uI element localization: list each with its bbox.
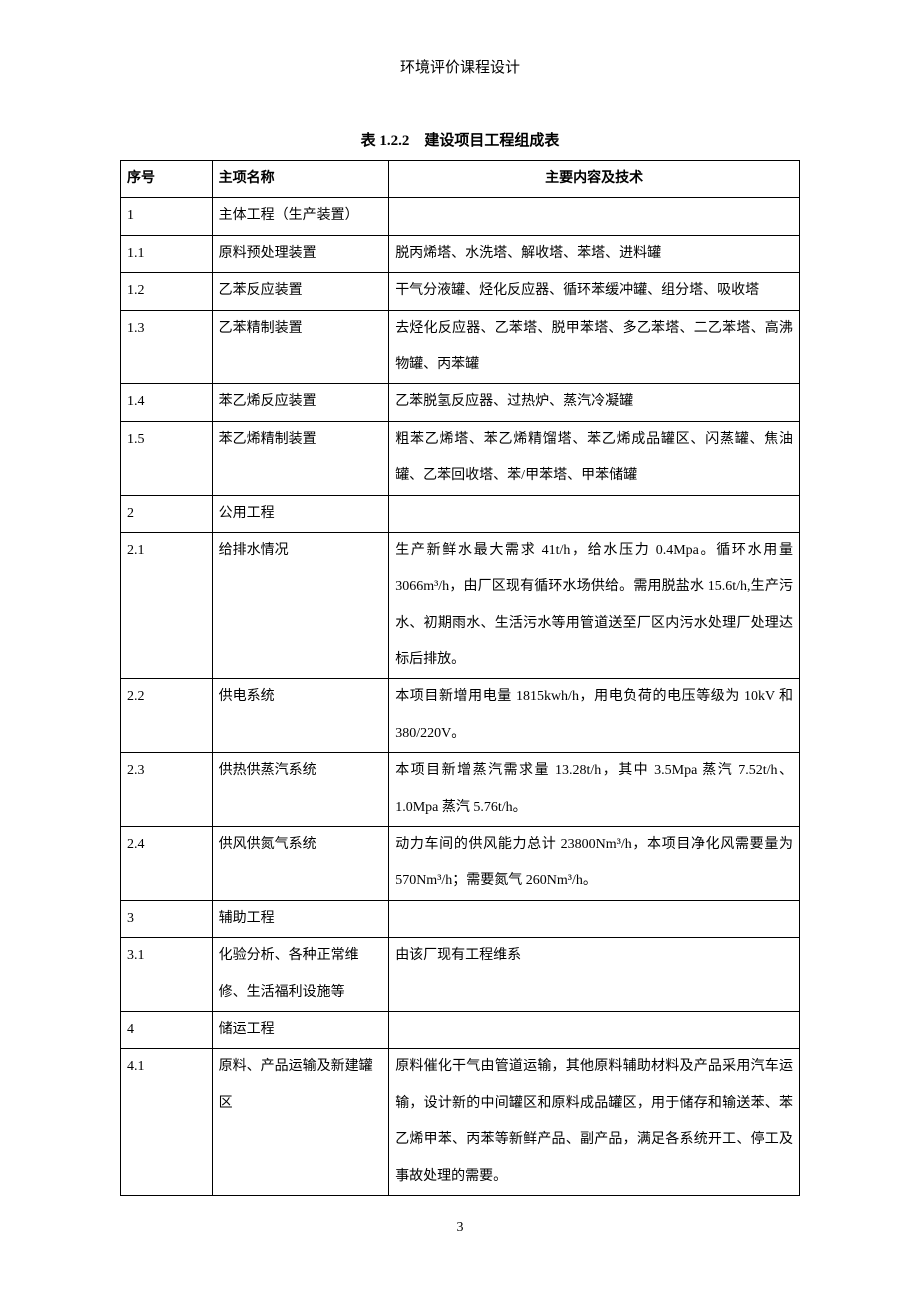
table-row: 3.1 化验分析、各种正常维修、生活福利设施等 由该厂现有工程维系	[121, 938, 800, 1012]
table-row: 2.1 给排水情况 生产新鲜水最大需求 41t/h，给水压力 0.4Mpa。循环…	[121, 532, 800, 679]
cell-content: 乙苯脱氢反应器、过热炉、蒸汽冷凝罐	[389, 384, 800, 421]
table-row: 4.1 原料、产品运输及新建罐区 原料催化干气由管道运输，其他原料辅助材料及产品…	[121, 1049, 800, 1196]
page-number: 3	[457, 1220, 464, 1235]
cell-seq: 1.4	[121, 384, 213, 421]
cell-seq: 1.3	[121, 310, 213, 384]
cell-name: 乙苯精制装置	[212, 310, 389, 384]
cell-seq: 2.1	[121, 532, 213, 679]
table-header-row: 序号 主项名称 主要内容及技术	[121, 161, 800, 198]
cell-content: 干气分液罐、烃化反应器、循环苯缓冲罐、组分塔、吸收塔	[389, 273, 800, 310]
cell-content	[389, 198, 800, 235]
table-row: 1 主体工程（生产装置）	[121, 198, 800, 235]
cell-name: 辅助工程	[212, 900, 389, 937]
cell-name: 储运工程	[212, 1011, 389, 1048]
table-row: 1.2 乙苯反应装置 干气分液罐、烃化反应器、循环苯缓冲罐、组分塔、吸收塔	[121, 273, 800, 310]
table-row: 2.4 供风供氮气系统 动力车间的供风能力总计 23800Nm³/h，本项目净化…	[121, 827, 800, 901]
table-row: 2.2 供电系统 本项目新增用电量 1815kwh/h，用电负荷的电压等级为 1…	[121, 679, 800, 753]
column-header-name: 主项名称	[212, 161, 389, 198]
cell-name: 给排水情况	[212, 532, 389, 679]
cell-content	[389, 495, 800, 532]
cell-content: 动力车间的供风能力总计 23800Nm³/h，本项目净化风需要量为570Nm³/…	[389, 827, 800, 901]
cell-seq: 2.3	[121, 753, 213, 827]
cell-content: 本项目新增用电量 1815kwh/h，用电负荷的电压等级为 10kV 和380/…	[389, 679, 800, 753]
cell-name: 供电系统	[212, 679, 389, 753]
cell-content: 生产新鲜水最大需求 41t/h，给水压力 0.4Mpa。循环水用量3066m³/…	[389, 532, 800, 679]
table-row: 2.3 供热供蒸汽系统 本项目新增蒸汽需求量 13.28t/h，其中 3.5Mp…	[121, 753, 800, 827]
cell-name: 苯乙烯精制装置	[212, 421, 389, 495]
cell-seq: 1.2	[121, 273, 213, 310]
table-caption: 表 1.2.2 建设项目工程组成表	[120, 129, 800, 150]
cell-name: 供热供蒸汽系统	[212, 753, 389, 827]
table-row: 1.1 原料预处理装置 脱丙烯塔、水洗塔、解收塔、苯塔、进料罐	[121, 235, 800, 272]
cell-content	[389, 1011, 800, 1048]
cell-name: 化验分析、各种正常维修、生活福利设施等	[212, 938, 389, 1012]
cell-seq: 2.2	[121, 679, 213, 753]
cell-seq: 4	[121, 1011, 213, 1048]
cell-name: 原料预处理装置	[212, 235, 389, 272]
column-header-seq: 序号	[121, 161, 213, 198]
cell-name: 苯乙烯反应装置	[212, 384, 389, 421]
cell-name: 原料、产品运输及新建罐区	[212, 1049, 389, 1196]
header-title: 环境评价课程设计	[400, 60, 520, 76]
cell-content: 去烃化反应器、乙苯塔、脱甲苯塔、多乙苯塔、二乙苯塔、高沸物罐、丙苯罐	[389, 310, 800, 384]
cell-seq: 2.4	[121, 827, 213, 901]
table-row: 2 公用工程	[121, 495, 800, 532]
cell-seq: 1.1	[121, 235, 213, 272]
cell-content: 原料催化干气由管道运输，其他原料辅助材料及产品采用汽车运输，设计新的中间罐区和原…	[389, 1049, 800, 1196]
cell-content: 由该厂现有工程维系	[389, 938, 800, 1012]
cell-seq: 4.1	[121, 1049, 213, 1196]
table-row: 1.3 乙苯精制装置 去烃化反应器、乙苯塔、脱甲苯塔、多乙苯塔、二乙苯塔、高沸物…	[121, 310, 800, 384]
cell-name: 供风供氮气系统	[212, 827, 389, 901]
cell-seq: 1	[121, 198, 213, 235]
cell-name: 主体工程（生产装置）	[212, 198, 389, 235]
cell-seq: 1.5	[121, 421, 213, 495]
table-row: 4 储运工程	[121, 1011, 800, 1048]
cell-content: 脱丙烯塔、水洗塔、解收塔、苯塔、进料罐	[389, 235, 800, 272]
table-row: 3 辅助工程	[121, 900, 800, 937]
cell-seq: 2	[121, 495, 213, 532]
table-row: 1.5 苯乙烯精制装置 粗苯乙烯塔、苯乙烯精馏塔、苯乙烯成品罐区、闪蒸罐、焦油罐…	[121, 421, 800, 495]
cell-content: 本项目新增蒸汽需求量 13.28t/h，其中 3.5Mpa 蒸汽 7.52t/h…	[389, 753, 800, 827]
cell-name: 乙苯反应装置	[212, 273, 389, 310]
cell-seq: 3	[121, 900, 213, 937]
page-header: 环境评价课程设计	[120, 56, 800, 77]
cell-seq: 3.1	[121, 938, 213, 1012]
page-footer: 3	[120, 1220, 800, 1236]
cell-content	[389, 900, 800, 937]
table-row: 1.4 苯乙烯反应装置 乙苯脱氢反应器、过热炉、蒸汽冷凝罐	[121, 384, 800, 421]
column-header-content: 主要内容及技术	[389, 161, 800, 198]
project-composition-table: 序号 主项名称 主要内容及技术 1 主体工程（生产装置） 1.1 原料预处理装置…	[120, 160, 800, 1196]
cell-name: 公用工程	[212, 495, 389, 532]
cell-content: 粗苯乙烯塔、苯乙烯精馏塔、苯乙烯成品罐区、闪蒸罐、焦油罐、乙苯回收塔、苯/甲苯塔…	[389, 421, 800, 495]
